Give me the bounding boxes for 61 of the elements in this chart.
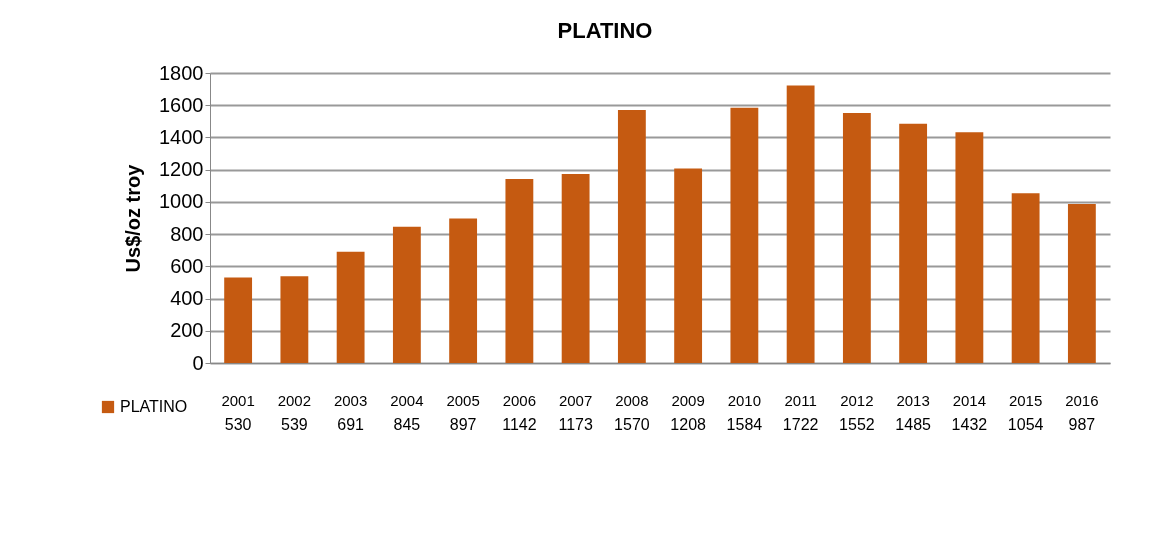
data-label: 987: [1068, 416, 1096, 433]
data-label: 1054: [1007, 416, 1044, 433]
data-label: 1552: [839, 416, 875, 433]
x-tick-label: 2004: [390, 391, 424, 409]
data-label: 1432: [951, 416, 988, 433]
bar: [505, 179, 534, 363]
x-tick-label: 2001: [221, 391, 255, 409]
bar: [955, 132, 984, 363]
data-label: 845: [393, 416, 421, 433]
bar: [1067, 203, 1096, 363]
bar: [561, 174, 590, 363]
data-label: 1485: [895, 416, 932, 433]
bar: [1011, 193, 1040, 363]
x-tick-label: 2003: [333, 391, 368, 409]
y-tick-label: 600: [170, 254, 204, 277]
y-tick-label: 800: [170, 222, 204, 245]
chart-title: PLATINO: [557, 18, 653, 43]
bar: [617, 110, 646, 363]
y-tick-label: 1600: [159, 93, 204, 116]
data-label: 1142: [502, 416, 537, 433]
y-tick-label: 0: [192, 351, 204, 374]
y-tick-label: 400: [170, 287, 204, 310]
y-tick-label: 1400: [159, 125, 204, 148]
bar: [280, 276, 309, 363]
bar: [224, 277, 253, 363]
x-tick-label: 2009: [671, 391, 705, 409]
bar: [674, 168, 703, 363]
data-label: 1722: [782, 416, 819, 433]
bar: [449, 218, 478, 363]
data-label: 530: [224, 416, 252, 433]
data-label: 539: [281, 416, 308, 433]
data-label: 897: [449, 416, 477, 433]
x-tick-label: 2007: [558, 391, 593, 409]
bar: [730, 107, 759, 363]
x-tick-label: 2005: [446, 391, 480, 409]
data-label: 1173: [558, 416, 593, 433]
data-label: 1570: [614, 416, 650, 433]
x-tick-label: 2011: [784, 391, 817, 409]
x-tick-label: 2006: [502, 391, 537, 409]
y-axis-title: Us$/oz troy: [122, 163, 145, 273]
x-tick-label: 2013: [896, 391, 930, 409]
bar: [336, 251, 365, 363]
legend-label: PLATINO: [120, 398, 188, 415]
data-label: 1584: [726, 416, 763, 433]
x-tick-label: 2008: [615, 391, 649, 409]
x-tick-label: 2012: [840, 391, 874, 409]
bar: [842, 112, 871, 363]
y-tick-label: 1800: [159, 61, 204, 84]
data-label: 1208: [670, 416, 707, 433]
x-tick-label: 2016: [1065, 391, 1099, 409]
bar: [392, 226, 421, 363]
y-tick-label: 200: [170, 319, 204, 342]
x-tick-label: 2010: [727, 391, 762, 409]
y-tick-label: 1200: [159, 158, 204, 181]
bar: [899, 123, 928, 363]
data-label: 691: [337, 416, 365, 433]
y-tick-label: 1000: [159, 190, 204, 213]
x-tick-label: 2015: [1008, 391, 1043, 409]
x-tick-label: 2014: [952, 391, 987, 409]
x-tick-label: 2002: [277, 391, 312, 409]
bar: [786, 85, 815, 363]
